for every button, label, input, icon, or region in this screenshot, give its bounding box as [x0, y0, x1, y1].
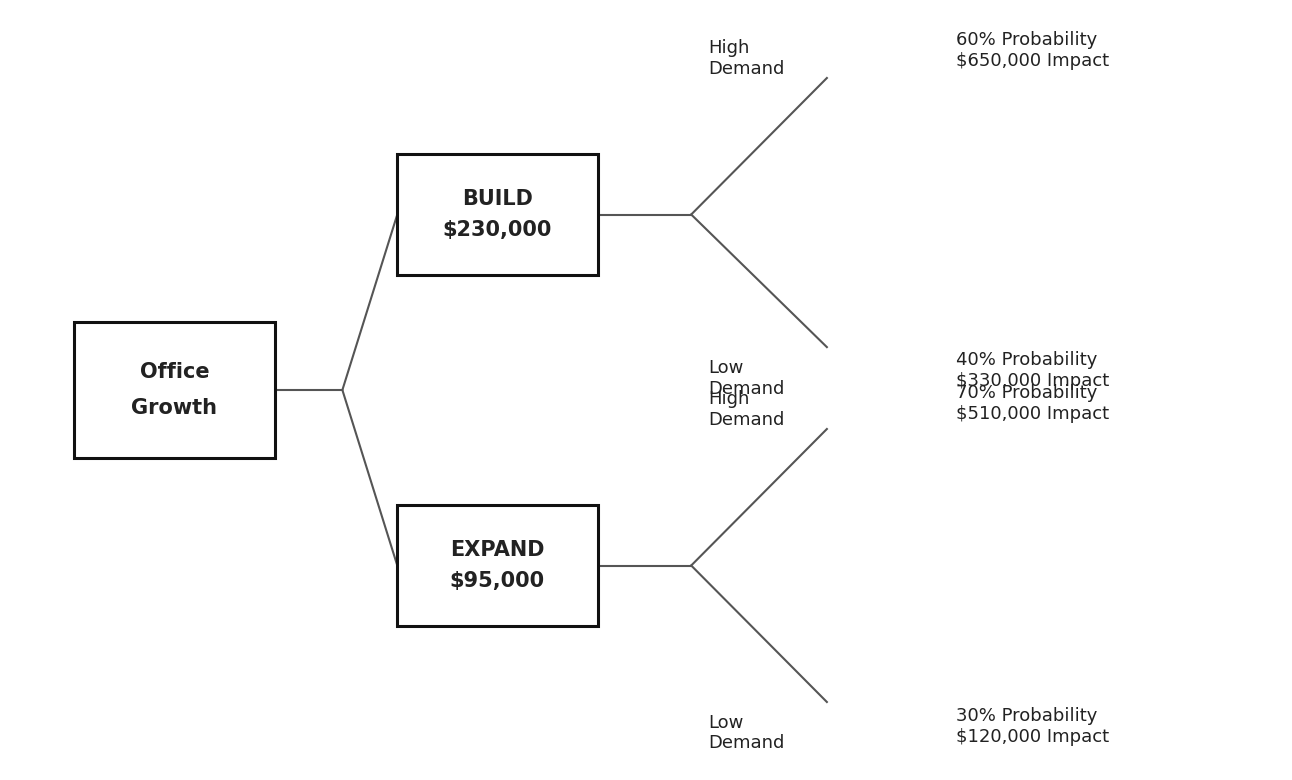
Text: Low
Demand: Low Demand	[708, 359, 784, 398]
Text: 60% Probability
$650,000 Impact: 60% Probability $650,000 Impact	[956, 31, 1110, 70]
Text: EXPAND: EXPAND	[450, 540, 545, 560]
Text: $230,000: $230,000	[443, 220, 552, 240]
Text: 40% Probability
$330,000 Impact: 40% Probability $330,000 Impact	[956, 351, 1110, 390]
Text: Low
Demand: Low Demand	[708, 714, 784, 753]
Text: 70% Probability
$510,000 Impact: 70% Probability $510,000 Impact	[956, 384, 1110, 423]
Text: Growth: Growth	[132, 398, 217, 418]
Text: Office: Office	[140, 362, 209, 382]
FancyBboxPatch shape	[398, 154, 598, 275]
Text: High
Demand: High Demand	[708, 39, 784, 78]
FancyBboxPatch shape	[75, 322, 275, 459]
Text: $95,000: $95,000	[450, 571, 545, 591]
Text: BUILD: BUILD	[463, 189, 532, 209]
Text: High
Demand: High Demand	[708, 390, 784, 429]
Text: 30% Probability
$120,000 Impact: 30% Probability $120,000 Impact	[956, 707, 1110, 746]
FancyBboxPatch shape	[398, 505, 598, 626]
